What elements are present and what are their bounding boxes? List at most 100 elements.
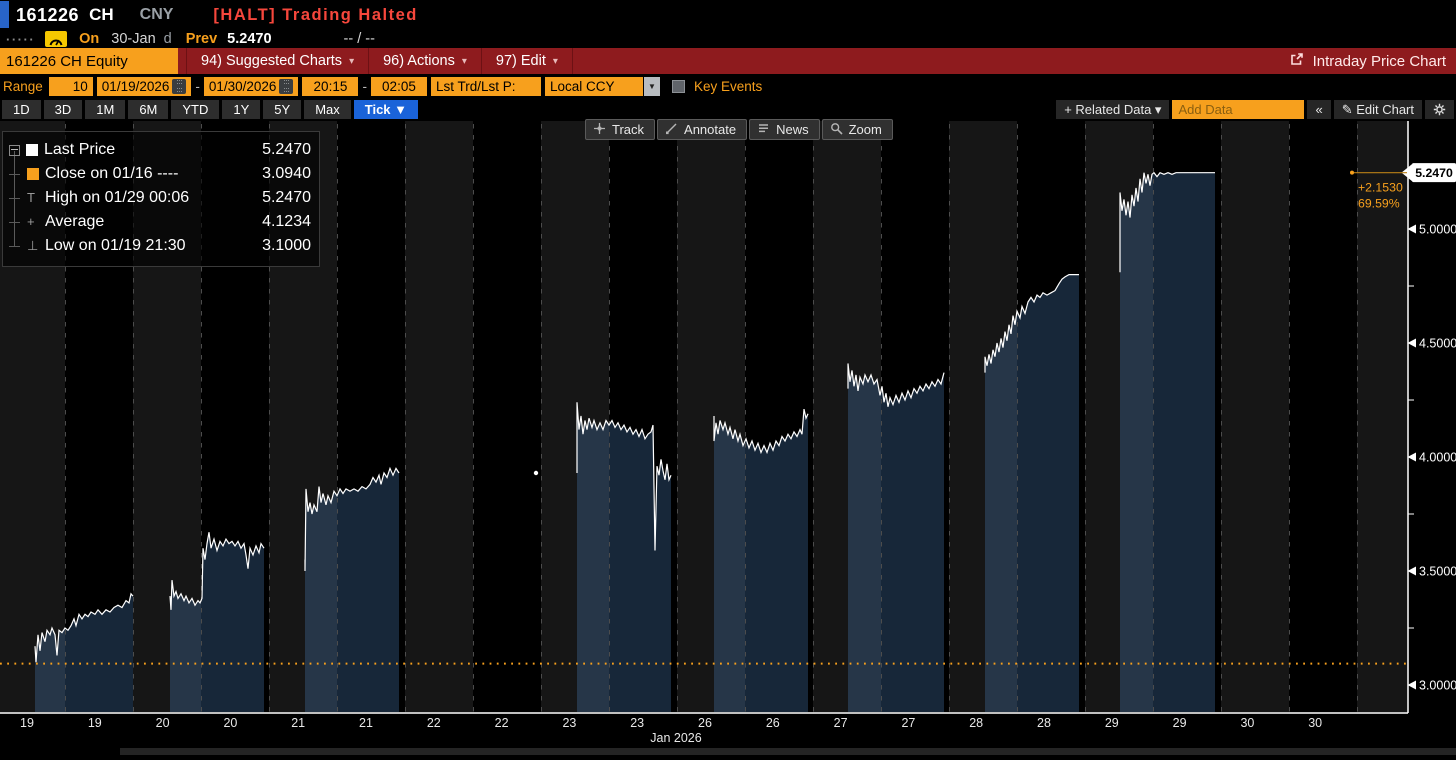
- svg-text:3.5000: 3.5000: [1419, 564, 1456, 578]
- track-button[interactable]: Track: [585, 119, 655, 140]
- tab-1m[interactable]: 1M: [85, 100, 125, 119]
- end-time-input[interactable]: 02:05: [371, 77, 427, 96]
- end-date-input[interactable]: 01/30/2026::::::: [204, 77, 299, 96]
- menu-item-edit[interactable]: 97) Edit▾: [482, 48, 573, 74]
- legend-label: Average: [45, 213, 249, 231]
- tab-1y[interactable]: 1Y: [222, 100, 260, 119]
- news-button[interactable]: News: [749, 119, 820, 140]
- tab-1d[interactable]: 1D: [2, 100, 41, 119]
- svg-text:69.59%: 69.59%: [1358, 197, 1400, 211]
- svg-text:29: 29: [1173, 716, 1187, 730]
- page-title: Intraday Price Chart: [1313, 53, 1446, 70]
- svg-text:30: 30: [1308, 716, 1322, 730]
- prev-value: 5.2470: [227, 31, 271, 47]
- chevron-down-icon: ▾: [462, 56, 467, 67]
- price-area-Jan-21: [305, 468, 399, 712]
- currency-mode-select[interactable]: Local CCY: [545, 77, 643, 96]
- calendar-icon[interactable]: ::::::: [279, 79, 293, 94]
- range-label: Range: [3, 79, 43, 94]
- month-label: Jan 2026: [650, 731, 701, 745]
- start-date-input[interactable]: 01/19/2026::::::: [97, 77, 192, 96]
- status-frequency: d: [164, 31, 172, 47]
- collapse-box-icon[interactable]: [9, 145, 20, 156]
- annotate-icon: [665, 122, 678, 138]
- tab-5y[interactable]: 5Y: [263, 100, 301, 119]
- legend-row-close[interactable]: Close on 01/16 ----3.0940: [9, 162, 311, 186]
- svg-text:20: 20: [156, 716, 170, 730]
- chevron-down-icon: ▾: [349, 56, 354, 67]
- add-data-input[interactable]: [1172, 100, 1304, 119]
- key-events-checkbox[interactable]: [672, 80, 685, 93]
- window-edge: [120, 748, 1456, 755]
- svg-text:29: 29: [1105, 716, 1119, 730]
- price-area-Jan-23: [577, 402, 671, 712]
- low-marker-icon: ⊥: [27, 240, 38, 252]
- tab-tick[interactable]: Tick ▼: [354, 100, 418, 119]
- range-periods-input[interactable]: [49, 77, 93, 96]
- key-events-label: Key Events: [694, 79, 762, 94]
- svg-text:19: 19: [20, 716, 34, 730]
- legend-value: 3.0940: [249, 165, 311, 183]
- svg-text:20: 20: [223, 716, 237, 730]
- legend-label: Close on 01/16 ----: [45, 165, 249, 183]
- svg-text:28: 28: [969, 716, 983, 730]
- drag-grip-icon[interactable]: ·····: [6, 32, 35, 47]
- collapse-button[interactable]: «: [1307, 100, 1330, 119]
- tab-6m[interactable]: 6M: [128, 100, 168, 119]
- line-swatch-icon: [26, 144, 38, 156]
- menu-item-suggested-charts[interactable]: 94) Suggested Charts▾: [186, 48, 369, 74]
- svg-text:21: 21: [291, 716, 305, 730]
- title-bar: 161226 CH CNY [HALT] Trading Halted: [0, 0, 1456, 30]
- annotate-button[interactable]: Annotate: [657, 119, 747, 140]
- price-source-button[interactable]: Lst Trd/Lst P:: [431, 77, 541, 96]
- svg-text:23: 23: [630, 716, 644, 730]
- related-data-button[interactable]: + Related Data ▾: [1056, 100, 1169, 119]
- price-area-Jan-27: [848, 364, 944, 713]
- ticker: 161226: [16, 5, 79, 26]
- svg-text:27: 27: [834, 716, 848, 730]
- bid-ask: -- / --: [344, 31, 375, 47]
- svg-text:19: 19: [88, 716, 102, 730]
- svg-text:+2.1530: +2.1530: [1358, 181, 1403, 195]
- range-bar: Range 01/19/2026:::::: - 01/30/2026:::::…: [0, 74, 1456, 99]
- svg-text:27: 27: [901, 716, 915, 730]
- calendar-icon[interactable]: ::::::: [172, 79, 186, 94]
- export-icon[interactable]: [1289, 52, 1304, 71]
- tab-max[interactable]: Max: [304, 100, 351, 119]
- svg-text:21: 21: [359, 716, 373, 730]
- security-field[interactable]: 161226 CH Equity: [0, 48, 178, 74]
- zoom-button[interactable]: Zoom: [822, 119, 893, 140]
- gear-icon[interactable]: [1425, 100, 1454, 119]
- legend-label: Low on 01/19 21:30: [45, 237, 249, 255]
- exchange-code: CH: [89, 5, 114, 25]
- panel-flag: [0, 1, 9, 28]
- svg-text:23: 23: [562, 716, 576, 730]
- menu-right: Intraday Price Chart: [1289, 48, 1456, 74]
- chevron-down-icon[interactable]: ▼: [644, 77, 660, 96]
- tab-ytd[interactable]: YTD: [171, 100, 219, 119]
- status-date: 30-Jan: [111, 31, 155, 47]
- start-time-input[interactable]: 20:15: [302, 77, 358, 96]
- price-area-Jan-26: [714, 409, 808, 712]
- on-label: On: [79, 31, 99, 47]
- edit-chart-button[interactable]: ✎ Edit Chart: [1334, 100, 1422, 119]
- chevron-down-icon: ▾: [553, 56, 558, 67]
- tree-stub: [9, 246, 20, 247]
- svg-text:30: 30: [1240, 716, 1254, 730]
- svg-text:26: 26: [766, 716, 780, 730]
- tab-3d[interactable]: 3D: [44, 100, 83, 119]
- svg-text:4.0000: 4.0000: [1419, 450, 1456, 464]
- legend-value: 5.2470: [249, 189, 311, 207]
- menu-item-actions[interactable]: 96) Actions▾: [369, 48, 482, 74]
- svg-text:5.2470: 5.2470: [1415, 166, 1453, 180]
- svg-text:26: 26: [698, 716, 712, 730]
